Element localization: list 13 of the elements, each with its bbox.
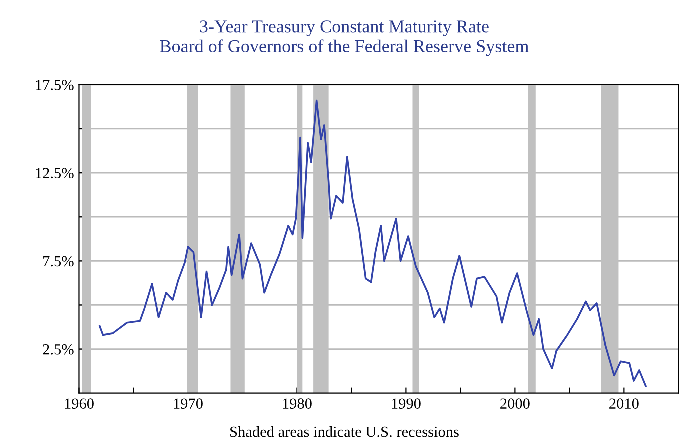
x-tick-label: 2010 — [610, 398, 639, 409]
x-tick-label: 1990 — [392, 398, 421, 409]
y-tick-label: 7.5% — [44, 256, 74, 267]
line-series — [99, 100, 647, 388]
x-tick-label: 2000 — [500, 398, 530, 409]
chart-title: 3-Year Treasury Constant Maturity Rate Board of Governors of the Federal Reserve System — [160, 20, 529, 56]
x-tick-label: 1980 — [283, 398, 312, 409]
text: Shaded areas indicate U.S. recessions — [230, 426, 459, 438]
y-tick-label: 17.5% — [36, 80, 74, 90]
y-tick-label: 2.5% — [43, 344, 74, 355]
x-tick-label: 1970 — [174, 398, 203, 409]
y-tick-label: 12.5% — [36, 168, 74, 179]
x-tick-label: 1960 — [65, 398, 94, 409]
